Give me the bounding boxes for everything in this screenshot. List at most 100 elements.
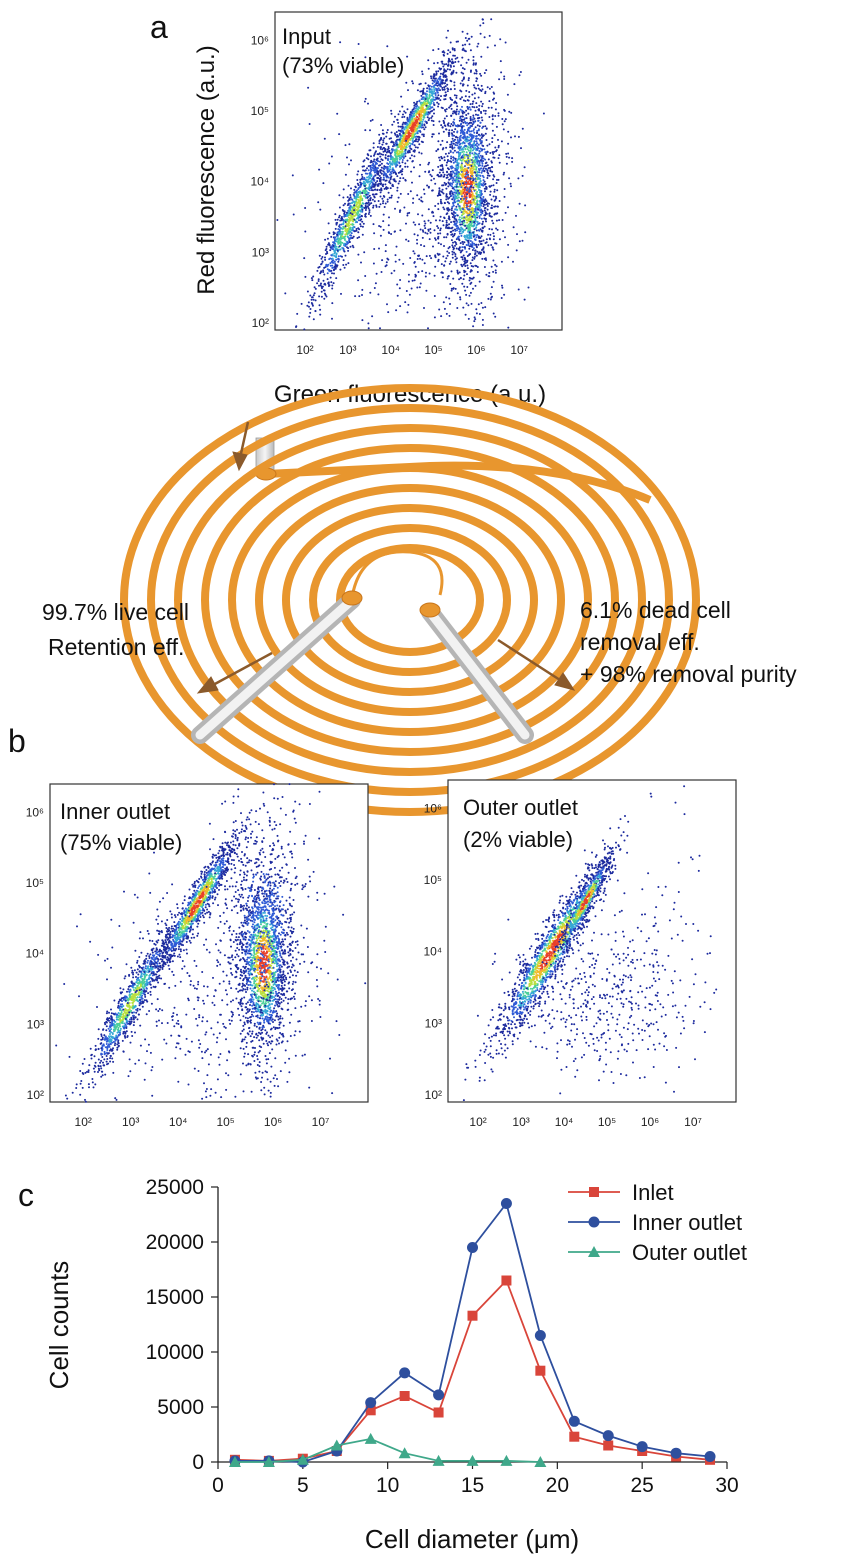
event-point xyxy=(471,277,474,280)
event-point xyxy=(376,146,379,148)
event-point xyxy=(409,124,411,127)
event-point xyxy=(460,127,463,130)
event-point xyxy=(123,977,126,980)
event-point xyxy=(447,185,450,188)
event-point xyxy=(485,69,488,72)
event-point xyxy=(370,186,373,189)
event-point xyxy=(455,261,458,264)
event-point xyxy=(418,143,421,146)
event-point xyxy=(414,133,417,135)
event-point xyxy=(99,1061,102,1064)
event-point xyxy=(490,86,493,88)
event-point xyxy=(438,308,441,311)
event-point xyxy=(323,292,326,295)
event-point xyxy=(346,241,349,244)
event-point xyxy=(471,241,474,244)
event-point xyxy=(410,287,413,290)
event-point xyxy=(478,189,481,191)
event-point xyxy=(346,196,349,199)
event-point xyxy=(136,968,139,971)
event-point xyxy=(337,255,340,258)
event-point xyxy=(465,216,468,219)
event-point xyxy=(476,214,479,216)
event-point xyxy=(421,141,424,144)
event-point xyxy=(431,90,434,93)
event-point xyxy=(329,249,332,252)
event-point xyxy=(482,205,485,208)
event-point xyxy=(504,211,507,214)
event-point xyxy=(334,243,337,246)
event-point xyxy=(364,97,367,100)
event-point xyxy=(480,116,483,119)
event-point xyxy=(474,171,477,174)
event-point xyxy=(432,49,435,52)
event-point xyxy=(369,172,372,175)
event-point xyxy=(453,88,456,90)
event-point xyxy=(441,272,444,274)
event-point xyxy=(424,103,426,105)
event-point xyxy=(484,306,487,309)
event-point xyxy=(342,248,345,251)
event-point xyxy=(384,202,387,205)
event-point xyxy=(460,120,463,123)
event-point xyxy=(97,1064,100,1067)
event-point xyxy=(381,129,384,132)
event-point xyxy=(437,140,440,143)
event-point xyxy=(326,237,329,240)
event-point xyxy=(149,993,152,996)
event-point xyxy=(323,137,326,140)
event-point xyxy=(439,164,442,167)
event-point xyxy=(454,144,457,146)
event-point xyxy=(452,159,455,162)
event-point xyxy=(432,211,434,214)
event-point xyxy=(482,220,484,223)
event-point xyxy=(399,279,402,281)
event-point xyxy=(342,223,344,226)
event-point xyxy=(468,237,471,240)
event-point xyxy=(360,183,362,186)
event-point xyxy=(425,122,428,125)
event-point xyxy=(503,195,506,198)
event-point xyxy=(461,147,464,150)
event-point xyxy=(379,195,382,198)
event-point xyxy=(455,173,458,176)
event-point xyxy=(368,174,371,177)
event-point xyxy=(406,129,409,132)
event-point xyxy=(464,289,467,292)
event-point xyxy=(507,152,510,155)
event-point xyxy=(436,91,439,94)
event-point xyxy=(401,140,404,142)
event-point xyxy=(437,97,440,100)
event-point xyxy=(382,202,384,205)
event-point xyxy=(477,303,480,306)
event-point xyxy=(436,89,439,92)
event-point xyxy=(344,173,347,176)
event-point xyxy=(493,92,496,95)
event-point xyxy=(451,256,454,259)
event-point xyxy=(472,136,475,139)
event-point xyxy=(441,126,444,129)
event-point xyxy=(397,121,400,124)
event-point xyxy=(472,122,475,125)
event-point xyxy=(356,205,358,208)
event-point xyxy=(369,119,372,122)
event-point xyxy=(463,128,466,131)
event-point xyxy=(511,157,514,160)
event-point xyxy=(389,182,392,185)
event-point xyxy=(475,312,478,315)
event-point xyxy=(335,238,338,241)
event-point xyxy=(475,224,478,227)
event-point xyxy=(358,228,361,231)
event-point xyxy=(416,116,419,119)
event-point xyxy=(481,222,484,225)
event-point xyxy=(489,190,492,193)
event-point xyxy=(451,253,454,256)
event-point xyxy=(480,199,483,202)
event-point xyxy=(379,176,382,179)
event-point xyxy=(380,182,383,185)
event-point xyxy=(450,142,453,145)
event-point xyxy=(468,155,471,157)
event-point xyxy=(472,287,474,290)
event-point xyxy=(437,232,439,235)
event-point xyxy=(324,256,326,259)
